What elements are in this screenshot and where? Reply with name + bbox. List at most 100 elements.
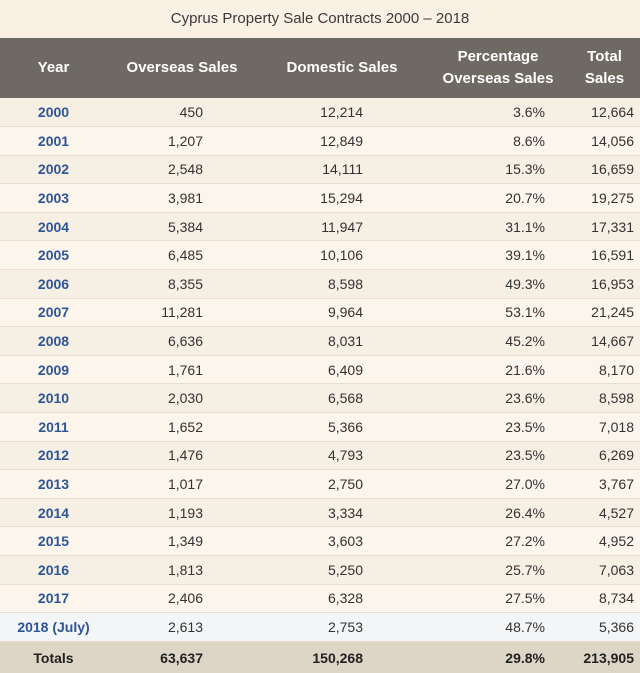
row-domestic-sales: 2,750 bbox=[257, 469, 427, 499]
row-domestic-sales: 10,106 bbox=[257, 240, 427, 271]
row-domestic-sales: 12,849 bbox=[257, 126, 427, 156]
row-percentage-overseas: 31.1% bbox=[427, 212, 569, 242]
row-total-sales: 16,953 bbox=[569, 269, 640, 299]
row-total-sales: 19,275 bbox=[569, 183, 640, 213]
row-domestic-sales: 8,031 bbox=[257, 326, 427, 356]
row-overseas-sales: 1,193 bbox=[107, 498, 257, 528]
row-domestic-sales: 6,568 bbox=[257, 383, 427, 414]
row-year: 2001 bbox=[0, 126, 107, 156]
table-row: 2018 (July) 2,613 2,753 48.7% 5,366 bbox=[0, 612, 640, 642]
header-domestic-sales: Domestic Sales bbox=[257, 38, 427, 98]
row-total-sales: 12,664 bbox=[569, 98, 640, 128]
header-total-line1: Total bbox=[587, 48, 622, 65]
table-row: 2009 1,761 6,409 21.6% 8,170 bbox=[0, 355, 640, 385]
row-total-sales: 5,366 bbox=[569, 612, 640, 642]
row-total-sales: 3,767 bbox=[569, 469, 640, 499]
row-percentage-overseas: 27.0% bbox=[427, 469, 569, 499]
totals-percentage: 29.8% bbox=[427, 640, 569, 673]
row-year: 2004 bbox=[0, 212, 107, 242]
row-percentage-overseas: 15.3% bbox=[427, 155, 569, 185]
row-overseas-sales: 2,406 bbox=[107, 584, 257, 614]
table-row: 2002 2,548 14,111 15.3% 16,659 bbox=[0, 155, 640, 185]
table-row: 2003 3,981 15,294 20.7% 19,275 bbox=[0, 183, 640, 213]
table-row: 2005 6,485 10,106 39.1% 16,591 bbox=[0, 240, 640, 271]
row-percentage-overseas: 8.6% bbox=[427, 126, 569, 156]
row-overseas-sales: 5,384 bbox=[107, 212, 257, 242]
row-percentage-overseas: 48.7% bbox=[427, 612, 569, 642]
table-row: 2012 1,476 4,793 23.5% 6,269 bbox=[0, 441, 640, 471]
header-year: Year bbox=[0, 38, 107, 98]
row-overseas-sales: 1,207 bbox=[107, 126, 257, 156]
row-year: 2010 bbox=[0, 383, 107, 414]
row-year: 2012 bbox=[0, 441, 107, 471]
row-overseas-sales: 1,761 bbox=[107, 355, 257, 385]
header-percentage-line1: Percentage bbox=[457, 48, 539, 65]
row-total-sales: 17,331 bbox=[569, 212, 640, 242]
table-row: 2004 5,384 11,947 31.1% 17,331 bbox=[0, 212, 640, 242]
table-body: 2000 450 12,214 3.6% 12,664 2001 1,207 12,849 8.… bbox=[0, 98, 640, 642]
row-year: 2014 bbox=[0, 498, 107, 528]
row-domestic-sales: 3,334 bbox=[257, 498, 427, 528]
row-total-sales: 7,063 bbox=[569, 555, 640, 585]
row-domestic-sales: 2,753 bbox=[257, 612, 427, 642]
row-overseas-sales: 1,476 bbox=[107, 441, 257, 471]
row-year: 2008 bbox=[0, 326, 107, 356]
table-row: 2006 8,355 8,598 49.3% 16,953 bbox=[0, 269, 640, 299]
row-percentage-overseas: 49.3% bbox=[427, 269, 569, 299]
sales-table: Year Overseas Sales Domestic Sales Perce… bbox=[0, 38, 640, 673]
row-percentage-overseas: 39.1% bbox=[427, 240, 569, 271]
table-row: 2017 2,406 6,328 27.5% 8,734 bbox=[0, 584, 640, 614]
totals-row: Totals 63,637 150,268 29.8% 213,905 bbox=[0, 640, 640, 673]
row-domestic-sales: 5,366 bbox=[257, 412, 427, 442]
row-total-sales: 16,659 bbox=[569, 155, 640, 185]
row-domestic-sales: 15,294 bbox=[257, 183, 427, 213]
row-overseas-sales: 3,981 bbox=[107, 183, 257, 213]
header-row: Year Overseas Sales Domestic Sales Perce… bbox=[0, 38, 640, 98]
table-row: 2013 1,017 2,750 27.0% 3,767 bbox=[0, 469, 640, 499]
totals-total: 213,905 bbox=[569, 640, 640, 673]
row-year: 2005 bbox=[0, 240, 107, 271]
row-total-sales: 8,734 bbox=[569, 584, 640, 614]
header-percentage-line2: Overseas Sales bbox=[442, 70, 554, 87]
row-percentage-overseas: 53.1% bbox=[427, 298, 569, 328]
row-percentage-overseas: 21.6% bbox=[427, 355, 569, 385]
row-domestic-sales: 14,111 bbox=[257, 155, 427, 185]
row-percentage-overseas: 27.2% bbox=[427, 526, 569, 556]
table-row: 2008 6,636 8,031 45.2% 14,667 bbox=[0, 326, 640, 356]
row-domestic-sales: 8,598 bbox=[257, 269, 427, 299]
row-overseas-sales: 2,613 bbox=[107, 612, 257, 642]
row-total-sales: 21,245 bbox=[569, 298, 640, 328]
row-year: 2002 bbox=[0, 155, 107, 185]
row-overseas-sales: 1,813 bbox=[107, 555, 257, 585]
row-year: 2003 bbox=[0, 183, 107, 213]
header-total-sales: Total Sales bbox=[569, 38, 640, 98]
row-domestic-sales: 6,328 bbox=[257, 584, 427, 614]
row-domestic-sales: 11,947 bbox=[257, 212, 427, 242]
row-percentage-overseas: 23.5% bbox=[427, 412, 569, 442]
row-year: 2000 bbox=[0, 98, 107, 128]
row-overseas-sales: 1,349 bbox=[107, 526, 257, 556]
row-total-sales: 6,269 bbox=[569, 441, 640, 471]
row-percentage-overseas: 20.7% bbox=[427, 183, 569, 213]
table-title: Cyprus Property Sale Contracts 2000 – 20… bbox=[0, 0, 640, 38]
row-overseas-sales: 2,030 bbox=[107, 383, 257, 414]
row-domestic-sales: 6,409 bbox=[257, 355, 427, 385]
row-percentage-overseas: 23.5% bbox=[427, 441, 569, 471]
row-year: 2015 bbox=[0, 526, 107, 556]
table-footer: Totals 63,637 150,268 29.8% 213,905 bbox=[0, 640, 640, 673]
table-row: 2010 2,030 6,568 23.6% 8,598 bbox=[0, 383, 640, 414]
row-percentage-overseas: 27.5% bbox=[427, 584, 569, 614]
row-year: 2007 bbox=[0, 298, 107, 328]
row-percentage-overseas: 25.7% bbox=[427, 555, 569, 585]
row-year: 2017 bbox=[0, 584, 107, 614]
totals-label: Totals bbox=[0, 640, 107, 673]
row-overseas-sales: 1,017 bbox=[107, 469, 257, 499]
table-row: 2007 11,281 9,964 53.1% 21,245 bbox=[0, 298, 640, 328]
row-overseas-sales: 450 bbox=[107, 98, 257, 128]
row-total-sales: 4,952 bbox=[569, 526, 640, 556]
row-domestic-sales: 3,603 bbox=[257, 526, 427, 556]
row-percentage-overseas: 26.4% bbox=[427, 498, 569, 528]
table-row: 2016 1,813 5,250 25.7% 7,063 bbox=[0, 555, 640, 585]
row-domestic-sales: 9,964 bbox=[257, 298, 427, 328]
row-total-sales: 8,598 bbox=[569, 383, 640, 414]
